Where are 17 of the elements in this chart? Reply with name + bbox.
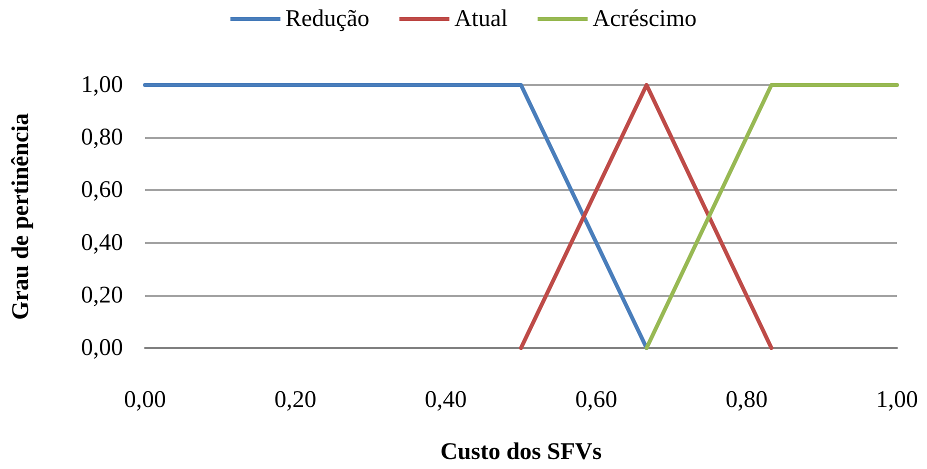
x-tick-label: 0,00	[124, 387, 166, 413]
y-tick-label: 0,80	[81, 124, 123, 151]
y-tick-label: 1,00	[81, 72, 123, 98]
x-tick-label: 0,80	[726, 387, 768, 413]
legend-label: Acréscimo	[592, 6, 697, 32]
y-tick-label: 0,40	[81, 230, 123, 256]
y-tick-label: 0,60	[81, 177, 123, 204]
legend-label: Redução	[285, 6, 370, 32]
x-tick-label: 0,60	[575, 387, 618, 413]
y-tick-label: 0,00	[81, 335, 123, 361]
x-tick-label: 0,20	[274, 387, 316, 413]
y-tick-label: 0,20	[81, 282, 123, 308]
legend-label: Atual	[454, 6, 508, 32]
x-tick-label: 1,00	[876, 387, 918, 413]
y-axis-title: Grau de pertinência	[8, 113, 34, 320]
x-axis-title: Custo dos SFVs	[440, 439, 602, 465]
x-tick-label: 0,40	[424, 387, 467, 413]
